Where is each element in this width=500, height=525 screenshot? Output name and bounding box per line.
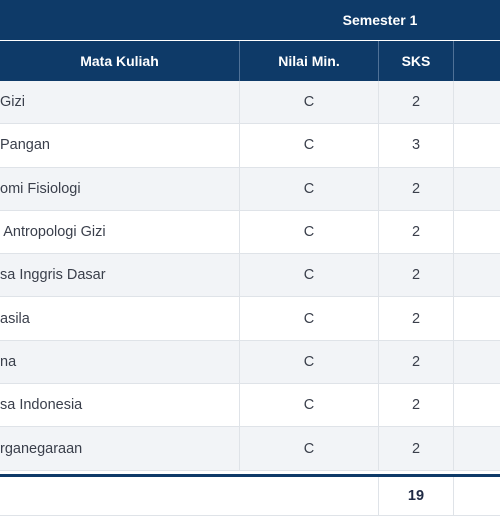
- credits: 2: [411, 224, 421, 241]
- column-divider: [239, 427, 240, 470]
- column-divider: [239, 297, 240, 340]
- table-row: sa Indonesia C 2: [0, 384, 500, 428]
- table-row: asila C 2: [0, 297, 500, 341]
- table-row: sa Inggris Dasar C 2: [0, 254, 500, 298]
- course-name: na: [0, 353, 17, 370]
- column-divider: [453, 167, 454, 210]
- column-divider: [378, 124, 379, 167]
- column-divider: [239, 340, 240, 384]
- semester-header-bar: Semester 1: [0, 0, 500, 40]
- column-divider: [239, 210, 240, 254]
- total-divider: [0, 474, 500, 477]
- semester-title: Semester 1: [342, 12, 418, 28]
- table-row: Antropologi Gizi C 2: [0, 210, 500, 255]
- total-row: 19: [0, 477, 500, 516]
- column-divider: [453, 427, 454, 470]
- column-divider: [453, 254, 454, 297]
- table-row: Gizi C 2: [0, 81, 500, 125]
- min-grade: C: [303, 440, 315, 457]
- min-grade: C: [303, 267, 315, 284]
- min-grade: C: [303, 224, 315, 241]
- course-name: omi Fisiologi: [0, 180, 81, 197]
- column-divider: [453, 477, 454, 515]
- column-divider: [239, 254, 240, 297]
- min-grade: C: [303, 180, 315, 197]
- column-divider: [453, 41, 454, 81]
- column-divider: [239, 124, 240, 167]
- column-divider: [378, 340, 379, 384]
- min-grade: C: [303, 353, 315, 370]
- min-grade: C: [303, 94, 315, 111]
- column-divider: [378, 427, 379, 470]
- credits: 2: [411, 353, 421, 370]
- min-grade: C: [303, 137, 315, 154]
- credits: 2: [411, 310, 421, 327]
- credits: 2: [411, 397, 421, 414]
- column-divider: [453, 81, 454, 124]
- column-divider: [378, 41, 379, 81]
- column-divider: [378, 384, 379, 427]
- column-divider: [378, 81, 379, 124]
- column-divider: [378, 254, 379, 297]
- credits: 2: [411, 180, 421, 197]
- column-header-min-grade: Nilai Min.: [278, 53, 340, 69]
- course-name: asila: [0, 310, 30, 327]
- table-row: na C 2: [0, 340, 500, 385]
- course-name: sa Indonesia: [0, 397, 83, 414]
- min-grade: C: [303, 310, 315, 327]
- column-divider: [239, 81, 240, 124]
- column-divider: [239, 384, 240, 427]
- course-name: sa Inggris Dasar: [0, 267, 106, 284]
- total-credits: 19: [407, 488, 425, 504]
- min-grade: C: [303, 397, 315, 414]
- column-header-credits: SKS: [401, 53, 431, 69]
- course-name: Gizi: [0, 94, 25, 111]
- credits: 3: [411, 137, 421, 154]
- course-name: Antropologi Gizi: [0, 224, 106, 241]
- course-name: rganegaraan: [0, 440, 83, 457]
- credits: 2: [411, 94, 421, 111]
- column-divider: [453, 297, 454, 340]
- column-divider: [378, 297, 379, 340]
- credits: 2: [411, 440, 421, 457]
- column-divider: [378, 477, 379, 515]
- course-name: Pangan: [0, 137, 50, 154]
- table-row: omi Fisiologi C 2: [0, 167, 500, 211]
- column-divider: [453, 210, 454, 254]
- column-header-course: Mata Kuliah: [80, 53, 159, 69]
- course-table-body: Gizi C 2 Pangan C 3 omi Fisiologi C 2 Antropolog…: [0, 81, 500, 471]
- column-divider: [378, 210, 379, 254]
- column-divider: [239, 167, 240, 210]
- table-row: Pangan C 3: [0, 124, 500, 168]
- column-divider: [453, 124, 454, 167]
- table-row: rganegaraan C 2: [0, 427, 500, 471]
- column-divider: [453, 384, 454, 427]
- column-divider: [378, 167, 379, 210]
- credits: 2: [411, 267, 421, 284]
- column-divider: [453, 340, 454, 384]
- table-header: Mata Kuliah Nilai Min. SKS: [0, 41, 500, 81]
- column-divider: [239, 41, 240, 81]
